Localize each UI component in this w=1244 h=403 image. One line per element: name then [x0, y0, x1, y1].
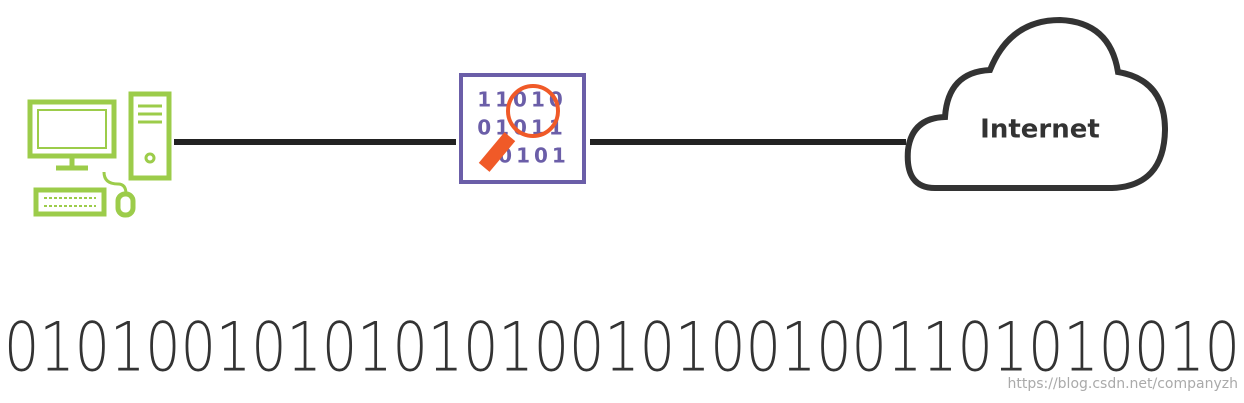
- cloud-label: Internet: [980, 115, 1100, 145]
- bitstream: 01010010101010100101001001101010010: [4, 309, 1240, 388]
- cloud: [904, 16, 1169, 191]
- computer-icon: [27, 91, 172, 218]
- filter-digits: 01011: [477, 116, 567, 140]
- filter-icon: 11010 01011 0101: [459, 73, 586, 184]
- watermark: https://blog.csdn.net/companyzh: [1007, 376, 1238, 392]
